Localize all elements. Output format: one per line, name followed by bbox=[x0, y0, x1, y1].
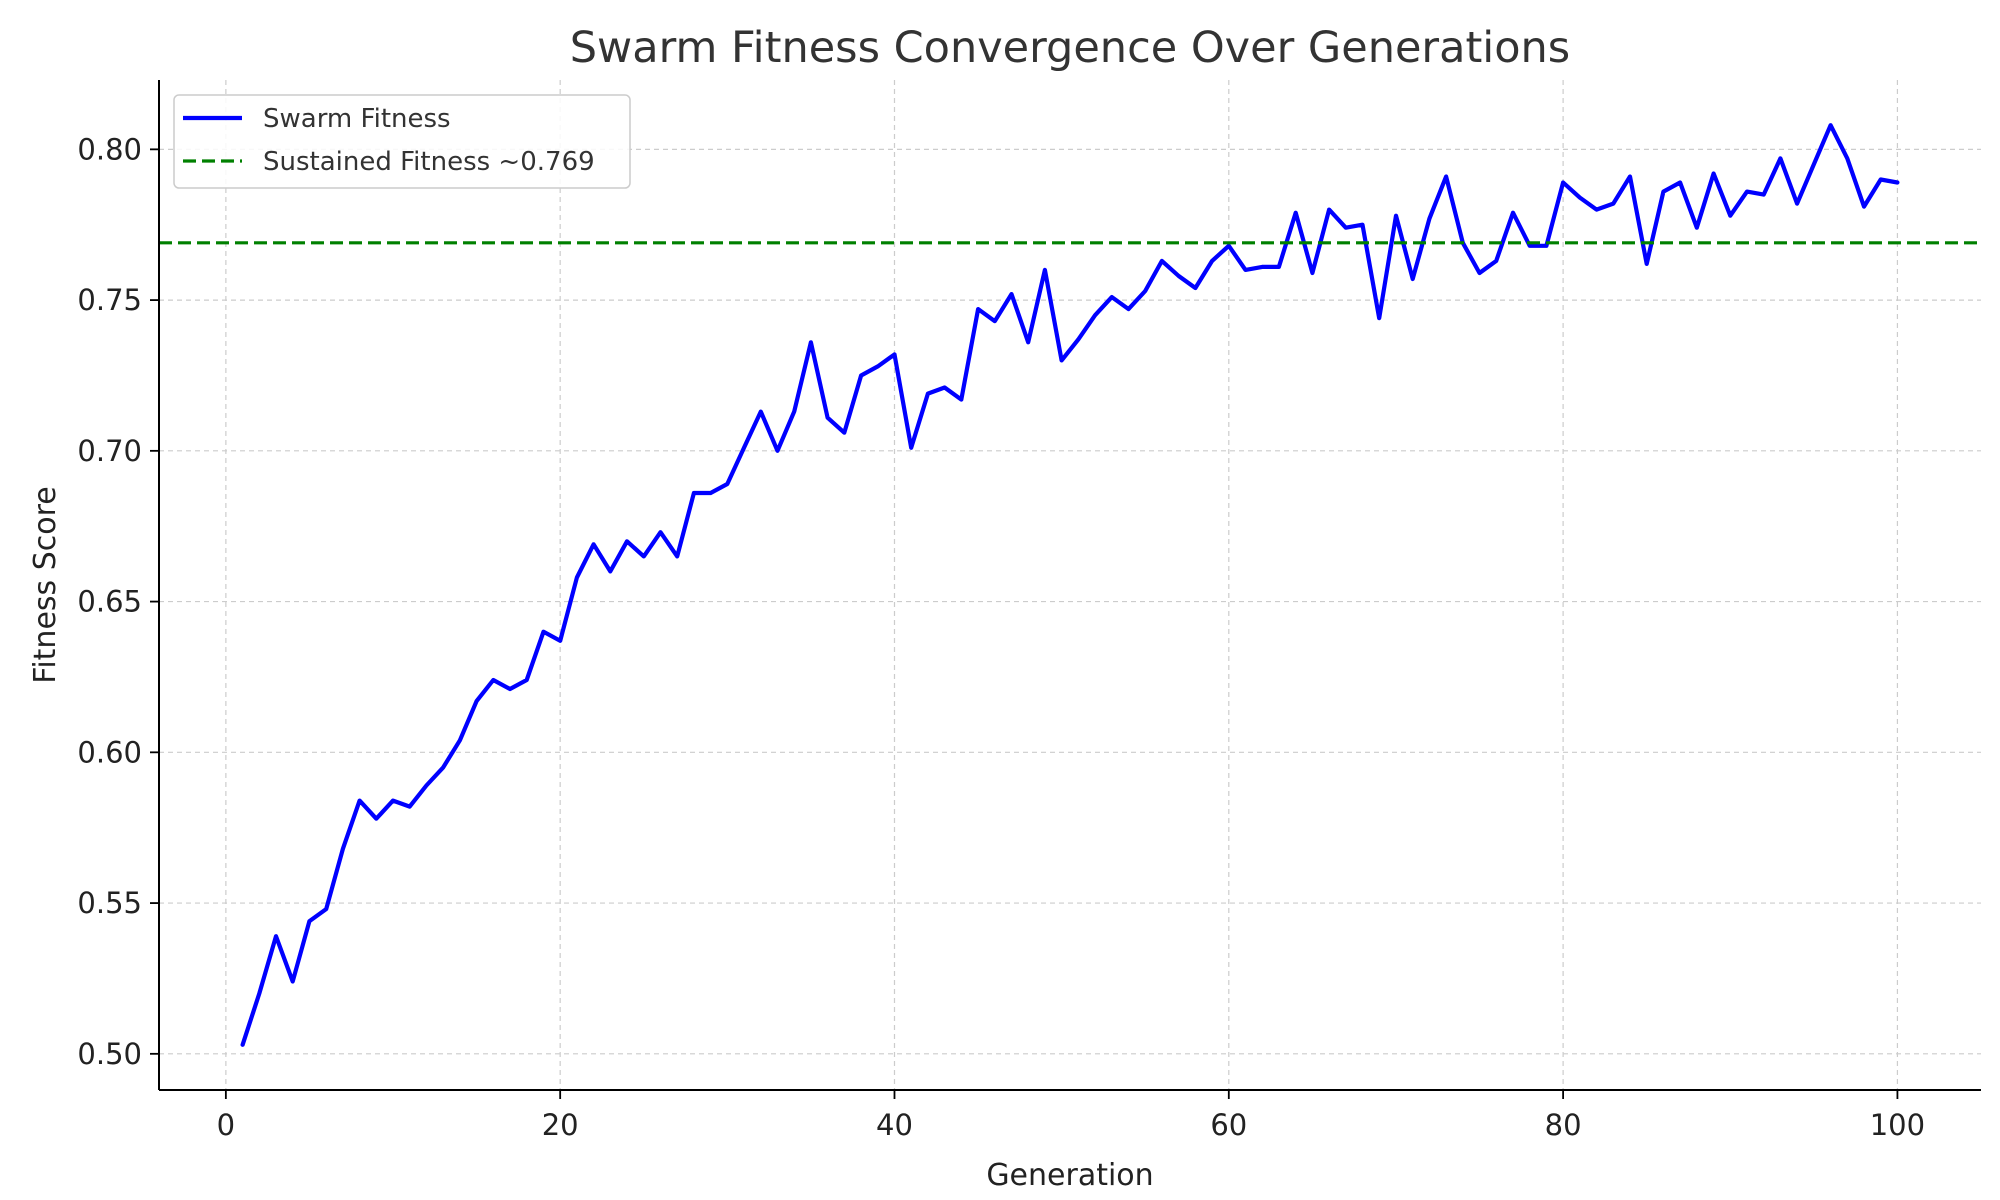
legend-label-swarm-fitness: Swarm Fitness bbox=[263, 104, 451, 134]
y-tick-label: 0.55 bbox=[77, 886, 142, 920]
chart-title: Swarm Fitness Convergence Over Generatio… bbox=[570, 23, 1570, 73]
x-tick-label: 20 bbox=[542, 1108, 579, 1142]
y-tick-label: 0.50 bbox=[77, 1037, 142, 1071]
x-tick-label: 40 bbox=[876, 1108, 913, 1142]
grid bbox=[159, 80, 1981, 1090]
y-axis-title: Fitness Score bbox=[28, 486, 63, 683]
x-tick-label: 100 bbox=[1870, 1108, 1925, 1142]
y-tick-label: 0.60 bbox=[77, 735, 142, 769]
y-axis-ticks: 0.50 0.55 0.60 0.65 0.70 0.75 0.80 bbox=[77, 132, 159, 1071]
legend: Swarm Fitness Sustained Fitness ~0.769 bbox=[173, 94, 631, 189]
y-tick-label: 0.70 bbox=[77, 434, 142, 468]
x-axis-ticks: 0 20 40 60 80 100 bbox=[217, 1090, 1925, 1142]
y-tick-label: 0.65 bbox=[77, 585, 142, 619]
legend-label-sustained-fitness: Sustained Fitness ~0.769 bbox=[263, 147, 595, 177]
swarm-fitness-line bbox=[240, 123, 1900, 1047]
x-tick-label: 60 bbox=[1210, 1108, 1247, 1142]
series-layer bbox=[159, 123, 1981, 1047]
y-tick-label: 0.75 bbox=[77, 283, 142, 317]
legend-box bbox=[173, 94, 631, 189]
x-tick-label: 0 bbox=[217, 1108, 235, 1142]
axes bbox=[158, 80, 1981, 1091]
x-axis-title: Generation bbox=[986, 1158, 1153, 1193]
x-tick-label: 80 bbox=[1545, 1108, 1582, 1142]
y-tick-label: 0.80 bbox=[77, 132, 142, 166]
